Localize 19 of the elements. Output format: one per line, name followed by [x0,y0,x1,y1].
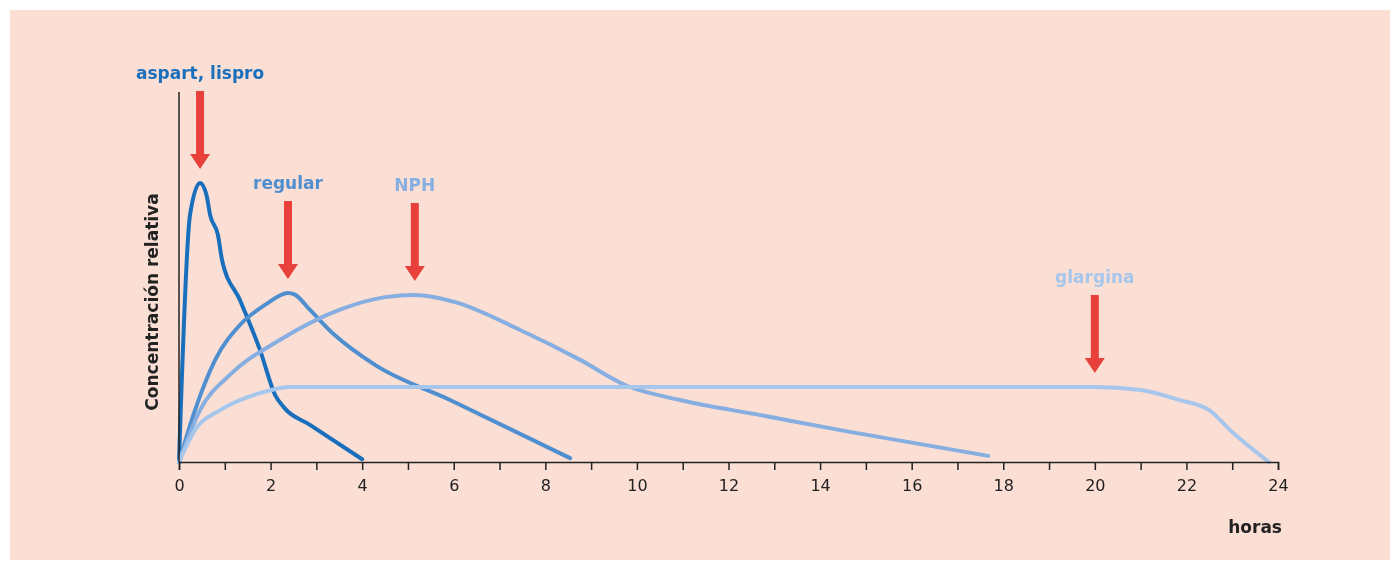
text: aspart, lispro [136,63,265,83]
x-tick-label: 14 [810,475,831,495]
x-tick-label: 22 [1176,475,1198,495]
x-tick-label: 6 [449,475,460,495]
x-tick-label: 4 [357,475,368,495]
text: glargina [1055,266,1135,287]
y-axis-title: Concentración relativa [142,193,162,411]
x-tick-label: 2 [265,475,277,495]
x-tick-label: 24 [1268,475,1289,495]
x-tick-label: 20 [1085,475,1106,495]
x-tick-label: 18 [993,475,1014,495]
x-tick-label: 16 [901,475,923,495]
x-tick-label: 10 [627,475,648,495]
text: NPH [394,174,436,195]
x-tick-label: 12 [718,475,740,495]
text: regular [253,172,324,193]
x-tick-label: 0 [174,475,185,495]
x-axis-title: horas [1228,517,1282,537]
x-tick-label: 8 [540,475,551,495]
